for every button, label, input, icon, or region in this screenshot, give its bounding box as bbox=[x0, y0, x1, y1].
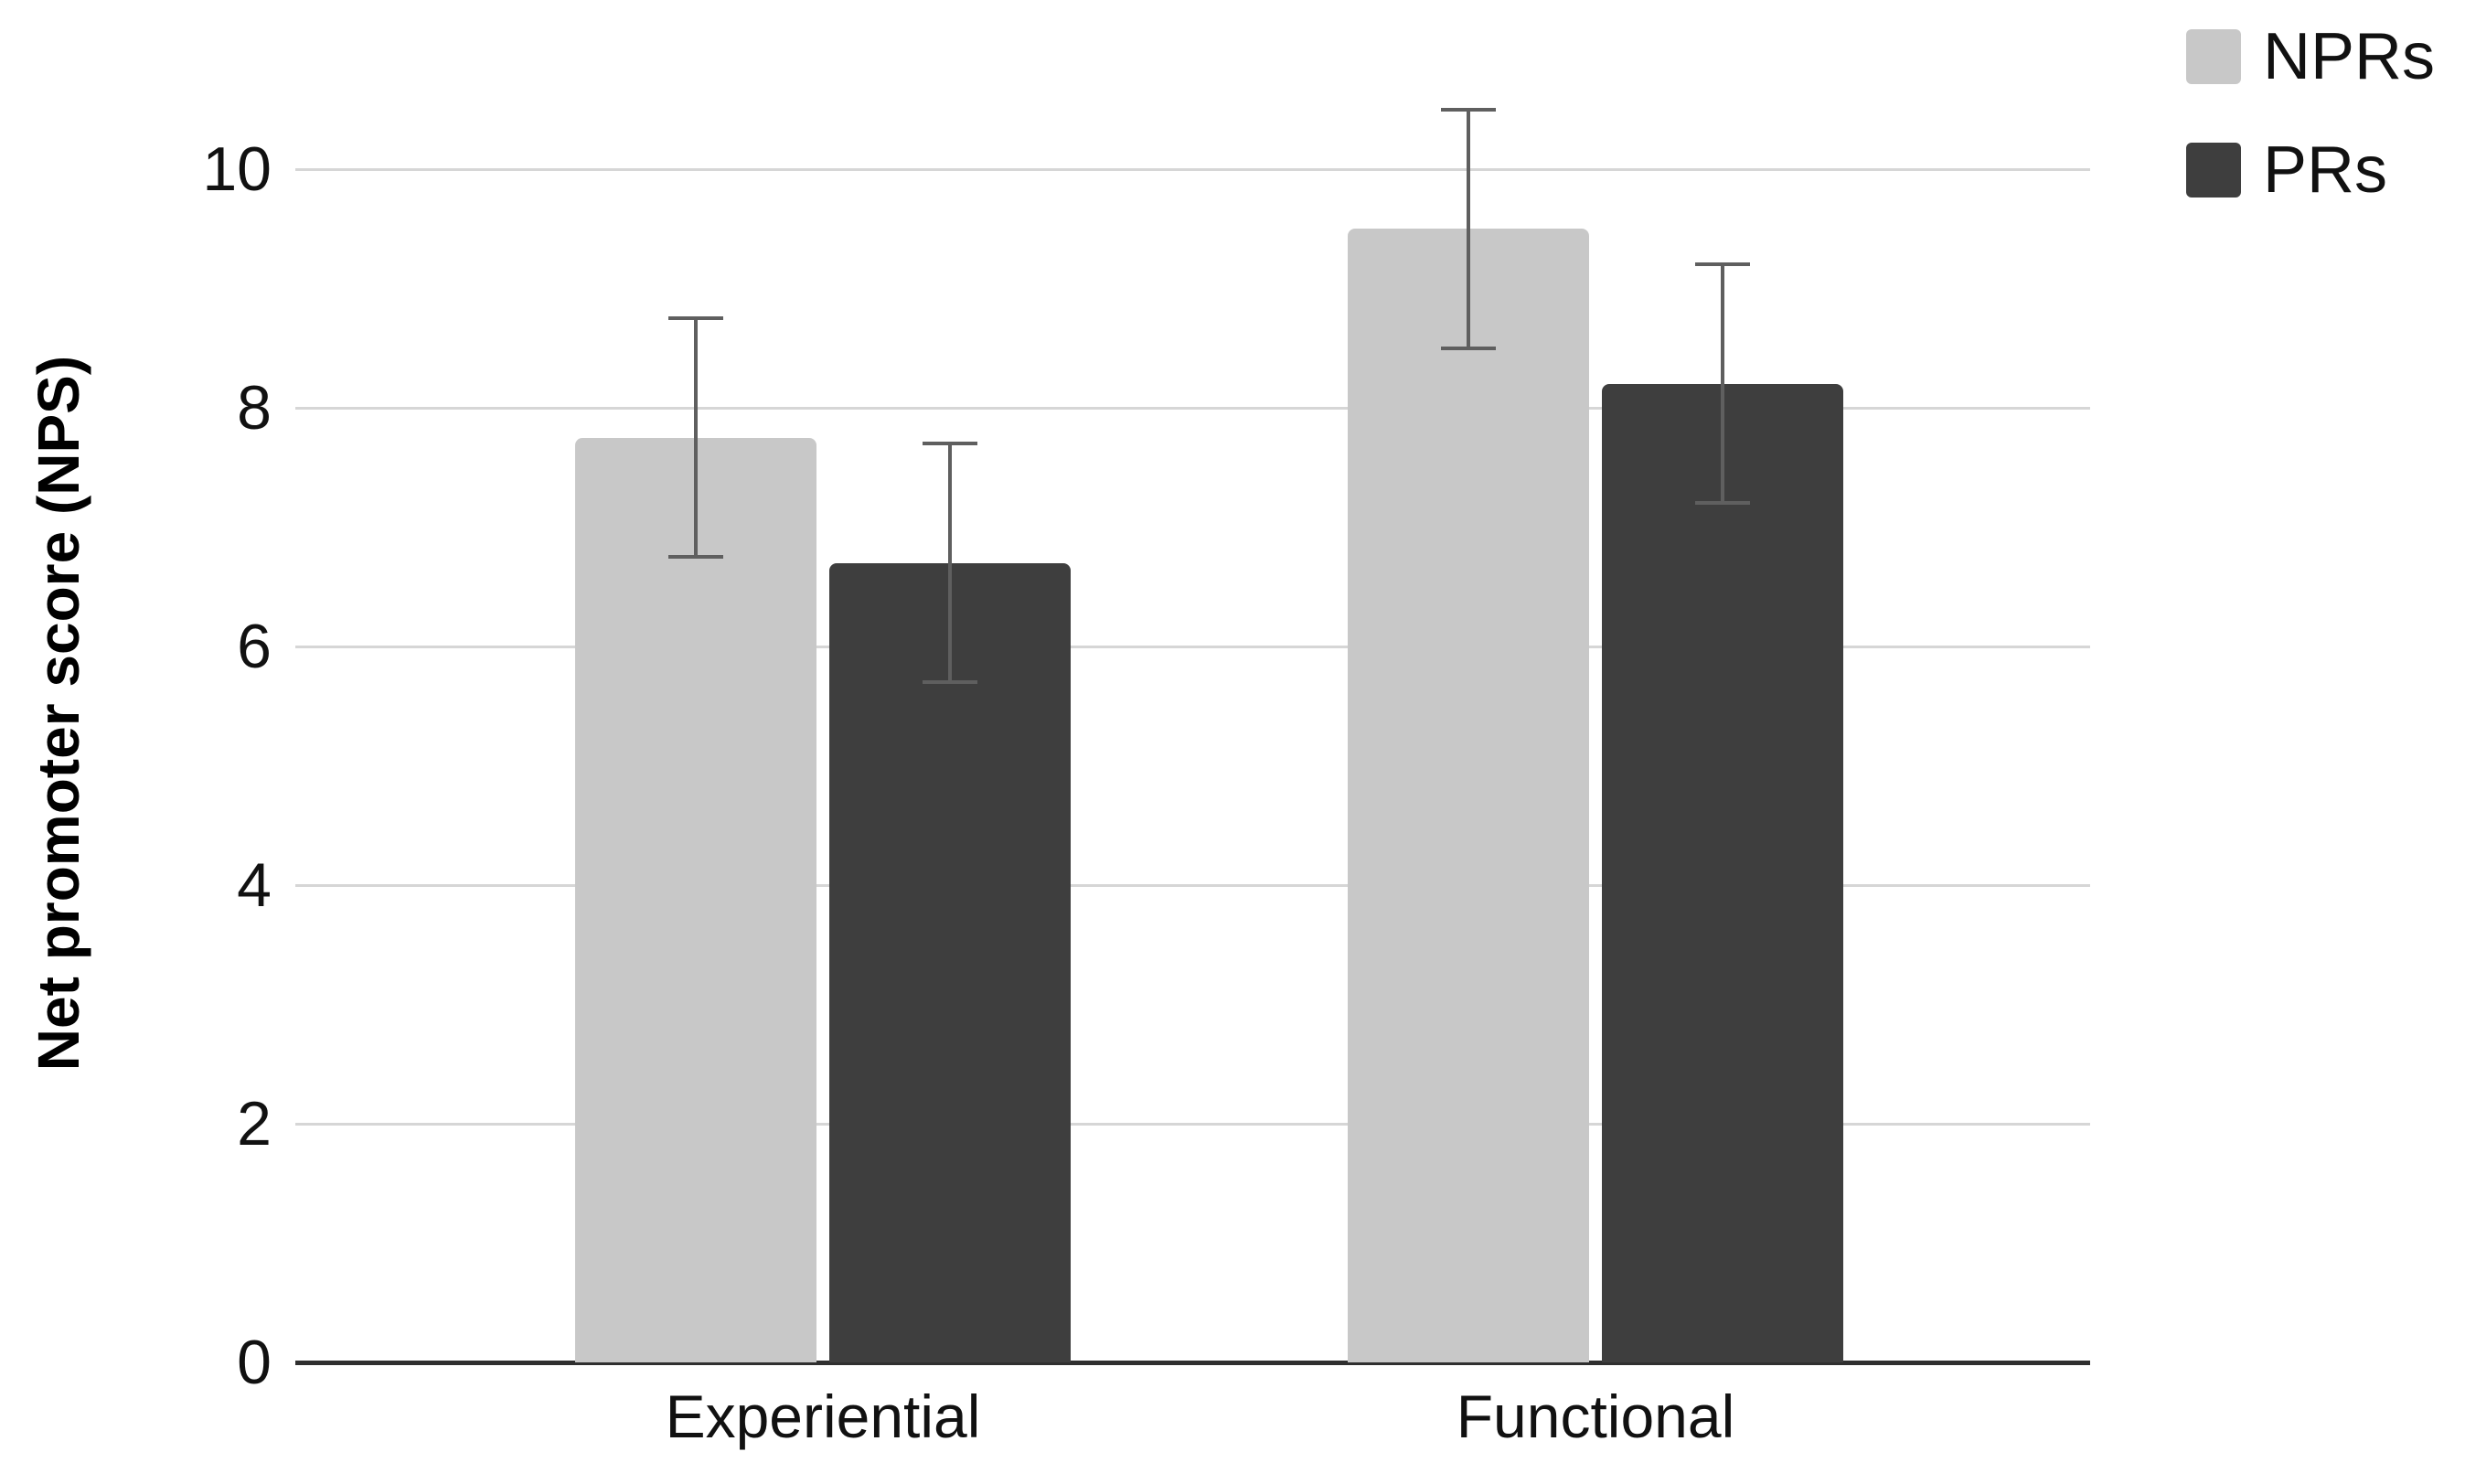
y-tick-label-6: 6 bbox=[237, 612, 272, 681]
error-bar-functional-nprs bbox=[1467, 109, 1470, 348]
gridline-y-2 bbox=[295, 1123, 2090, 1126]
legend-label-nprs: NPRs bbox=[2263, 20, 2436, 93]
error-bar-functional-prs bbox=[1721, 264, 1724, 504]
x-category-label-experiential: Experiential bbox=[665, 1383, 981, 1450]
bar-functional-nprs bbox=[1348, 229, 1589, 1362]
gridline-y-8 bbox=[295, 407, 2090, 410]
x-axis-line bbox=[295, 1361, 2090, 1365]
error-cap-top-experiential-nprs bbox=[668, 316, 723, 321]
legend-item-nprs: NPRs bbox=[2186, 24, 2435, 90]
legend-label-prs: PRs bbox=[2263, 133, 2388, 207]
bar-experiential-prs bbox=[829, 562, 1071, 1362]
error-cap-bottom-functional-prs bbox=[1695, 501, 1750, 506]
legend-swatch-nprs bbox=[2186, 29, 2241, 84]
x-category-label-functional: Functional bbox=[1456, 1383, 1735, 1450]
error-cap-bottom-experiential-prs bbox=[923, 680, 977, 685]
error-cap-top-functional-prs bbox=[1695, 262, 1750, 267]
legend-swatch-prs bbox=[2186, 143, 2241, 198]
y-tick-label-0: 0 bbox=[237, 1328, 272, 1397]
y-tick-label-2: 2 bbox=[237, 1089, 272, 1158]
gridline-y-6 bbox=[295, 646, 2090, 648]
error-bar-experiential-prs bbox=[948, 443, 952, 683]
y-axis-title: Net promoter score (NPS) bbox=[26, 355, 91, 1072]
bar-experiential-nprs bbox=[575, 437, 816, 1362]
error-cap-bottom-experiential-nprs bbox=[668, 555, 723, 560]
error-cap-bottom-functional-nprs bbox=[1441, 346, 1496, 350]
error-bar-experiential-nprs bbox=[694, 318, 698, 558]
bar-functional-prs bbox=[1602, 383, 1843, 1362]
y-tick-label-10: 10 bbox=[202, 134, 272, 204]
error-cap-top-experiential-prs bbox=[923, 442, 977, 446]
legend-item-prs: PRs bbox=[2186, 137, 2387, 203]
y-tick-label-4: 4 bbox=[237, 850, 272, 920]
gridline-y-10 bbox=[295, 168, 2090, 171]
gridline-y-4 bbox=[295, 884, 2090, 887]
error-cap-top-functional-nprs bbox=[1441, 107, 1496, 112]
y-tick-label-8: 8 bbox=[237, 373, 272, 443]
